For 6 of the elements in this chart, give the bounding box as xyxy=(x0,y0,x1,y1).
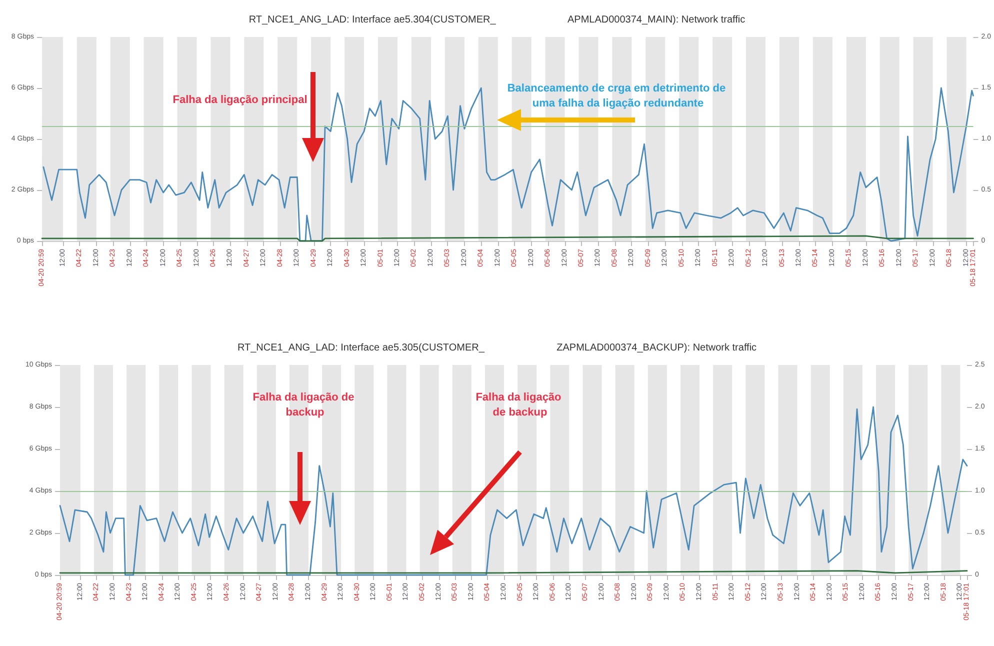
annotation: Falha da ligação principal xyxy=(172,94,308,106)
annotation: Falha da ligação de backup xyxy=(252,392,358,418)
annotation: Balanceamento de crga em detrimento de uma falha da ligação redundante xyxy=(507,82,729,110)
chart-title: RT_NCE1_ANG_LAD: Interface ae5.304(CUSTOMER_ APMLAD000374_MAIN): Network traffic xyxy=(248,14,746,26)
annotation: Falha da ligação de backup xyxy=(476,392,564,418)
chart-title: RT_NCE1_ANG_LAD: Interface ae5.305(CUSTOMER_ ZAPMLAD000374_BACKUP): Network traffic xyxy=(237,342,757,354)
